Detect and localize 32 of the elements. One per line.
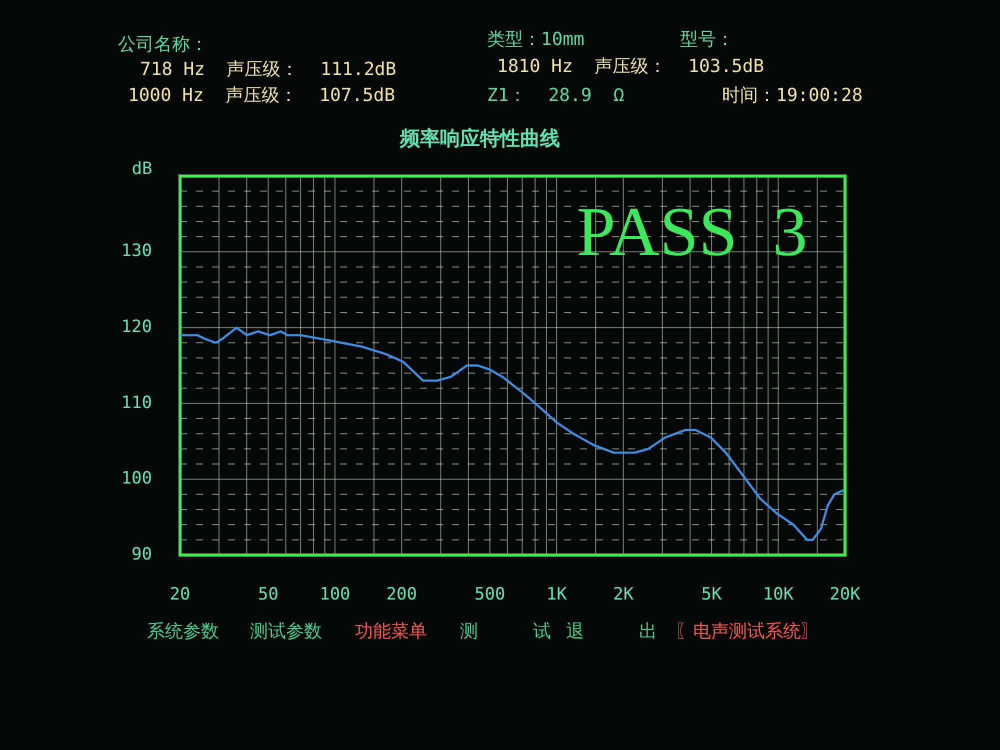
text: 718 Hz 声压级： 111.2dB bbox=[140, 59, 396, 81]
chart-title: 频率响应特性曲线 bbox=[399, 126, 560, 150]
text: 〖电声测试系统〗 bbox=[675, 621, 819, 643]
text: 测试参数 bbox=[250, 621, 322, 643]
x-tick-label: 10K bbox=[762, 584, 794, 605]
y-axis-title: dB bbox=[132, 158, 152, 179]
text: 1000 Hz 声压级： 107.5dB bbox=[128, 85, 396, 107]
text: 公司名称： bbox=[118, 34, 208, 56]
x-tick-label: 100 bbox=[320, 584, 350, 605]
y-tick-label: 110 bbox=[121, 392, 152, 413]
text: 1810 Hz 声压级： 103.5dB bbox=[497, 56, 764, 78]
y-tick-label: 100 bbox=[121, 468, 152, 489]
x-tick-label: 20 bbox=[170, 584, 190, 605]
x-tick-label: 2K bbox=[613, 584, 634, 605]
y-tick-label: 90 bbox=[132, 544, 152, 564]
text: 退 出 bbox=[566, 621, 657, 643]
text: 测 试 bbox=[460, 621, 551, 643]
text: 系统参数 bbox=[147, 621, 219, 643]
x-tick-label: 200 bbox=[386, 584, 418, 605]
x-tick-label: 50 bbox=[258, 584, 278, 605]
text: 时间：19:00:28 bbox=[722, 85, 863, 107]
x-tick-label: 5K bbox=[701, 584, 723, 605]
x-tick-label: 1K bbox=[546, 584, 568, 605]
text: Z1： 28.9 Ω bbox=[487, 85, 624, 107]
text: 型号： bbox=[680, 29, 734, 51]
x-tick-label: 20K bbox=[830, 584, 862, 605]
annotation: PASS 3 bbox=[576, 194, 808, 272]
text: 功能菜单 bbox=[355, 621, 427, 643]
y-tick-label: 120 bbox=[121, 317, 152, 338]
x-tick-label: 500 bbox=[474, 584, 506, 605]
y-tick-label: 130 bbox=[121, 241, 152, 262]
text: 类型：10mm bbox=[487, 29, 584, 51]
